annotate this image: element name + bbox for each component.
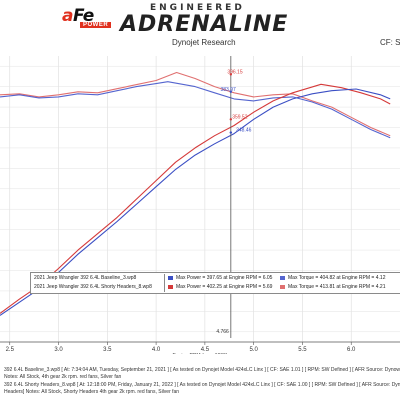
x-axis-tick-label: 3.0 bbox=[54, 347, 63, 353]
x-axis: 2.5 3.0 3.5 4.0 4.5 5.0 5.5 6.0 Engine RPM (rpmx… bbox=[0, 341, 400, 359]
legend-max-power: Max Power = 397.65 at Engine RPM = 6.05 bbox=[176, 275, 273, 281]
afe-logo-power-tag: POWER bbox=[80, 22, 112, 28]
footer-notes-headers: Headers] Notes: All Stock, Shorty Header… bbox=[4, 389, 180, 395]
cursor-value-readout: 348.46 bbox=[236, 128, 252, 134]
x-axis-title: Engine RPM (rpmx1000) bbox=[172, 353, 227, 354]
cursor-value-label: 4.766 bbox=[216, 329, 229, 335]
x-axis-tick-label: 3.5 bbox=[103, 347, 112, 353]
series-line-1 bbox=[0, 81, 391, 139]
legend-max-torque: Max Torque = 404.82 at Engine RPM = 4.12 bbox=[288, 275, 386, 281]
series-line-0 bbox=[0, 71, 391, 137]
series-line-2 bbox=[0, 83, 391, 314]
x-axis-tick-label: 4.5 bbox=[201, 347, 210, 353]
brand-tagline-main: ADRENALINE bbox=[120, 12, 289, 37]
legend-max-torque: Max Torque = 413.81 at Engine RPM = 4.21 bbox=[288, 284, 386, 290]
cursor-intersection-marker bbox=[229, 73, 233, 76]
x-axis-background bbox=[0, 342, 400, 354]
cursor-intersection-marker bbox=[229, 90, 233, 93]
cursor-intersection-marker bbox=[229, 131, 233, 134]
run-notes-footer: 392 6.4L Baseline_3.wp8 [ At: 7:34:04 AM… bbox=[0, 366, 400, 400]
legend-max-power: Max Power = 402.25 at Engine RPM = 5.69 bbox=[176, 284, 273, 290]
legend-torque-swatch bbox=[280, 285, 285, 289]
dyno-chart: 4.766 396.15 383.97 359.52 348.46 2.5 3.0 3.5 4… bbox=[0, 56, 400, 359]
footer-run-info-headers: 392 6.4L Shorty Headers_8.wp8 [ At: 12:1… bbox=[4, 382, 400, 388]
footer-run-info-baseline: 392 6.4L Baseline_3.wp8 [ At: 7:34:04 AM… bbox=[4, 367, 400, 373]
correction-factor-label: CF: SAE bbox=[380, 38, 400, 47]
legend-power-swatch bbox=[168, 285, 173, 289]
brand-tagline-top: ENGINEERED bbox=[150, 3, 245, 13]
legend-torque-swatch bbox=[280, 276, 285, 280]
legend-file-name: 2021 Jeep Wrangler 392 6.4L Shorty Heade… bbox=[34, 284, 152, 290]
x-axis-tick-label: 5.0 bbox=[249, 347, 258, 353]
chart-subtitle: Dynojet Research bbox=[172, 38, 236, 47]
legend-row-baseline: 2021 Jeep Wrangler 392 6.4L Baseline_3.w… bbox=[31, 274, 400, 283]
chart-legend: 2021 Jeep Wrangler 392 6.4L Baseline_3.w… bbox=[30, 272, 400, 294]
x-axis-tick-label: 4.0 bbox=[152, 347, 161, 353]
x-axis-tick-label: 5.5 bbox=[298, 347, 307, 353]
x-axis-tick-label: 6.0 bbox=[347, 347, 356, 353]
cursor-value-readout: 359.52 bbox=[232, 114, 248, 120]
legend-file-name: 2021 Jeep Wrangler 392 6.4L Baseline_3.w… bbox=[34, 275, 137, 281]
chart-header: aFe POWER ENGINEERED ADRENALINE Dynojet … bbox=[0, 0, 400, 52]
series-lines bbox=[0, 71, 391, 316]
afe-logo: aFe bbox=[62, 6, 94, 26]
cursor-value-readout: 383.97 bbox=[220, 87, 236, 93]
footer-notes-baseline: Notes: All Stock, 4th gear 2k rpm. red f… bbox=[4, 374, 122, 380]
x-axis-tick-label: 2.5 bbox=[6, 347, 15, 353]
legend-divider bbox=[164, 283, 165, 292]
grid-lines bbox=[0, 56, 400, 342]
legend-row-shorty-headers: 2021 Jeep Wrangler 392 6.4L Shorty Heade… bbox=[31, 283, 400, 292]
legend-power-swatch bbox=[168, 276, 173, 280]
dyno-plot-area: 4.766 396.15 383.97 359.52 348.46 2.5 3.0 3.5 4… bbox=[0, 54, 400, 359]
series-line-3 bbox=[0, 88, 391, 316]
cursor-intersection-marker bbox=[229, 118, 233, 121]
cursor-value-readout: 396.15 bbox=[227, 69, 243, 75]
legend-divider bbox=[164, 274, 165, 283]
